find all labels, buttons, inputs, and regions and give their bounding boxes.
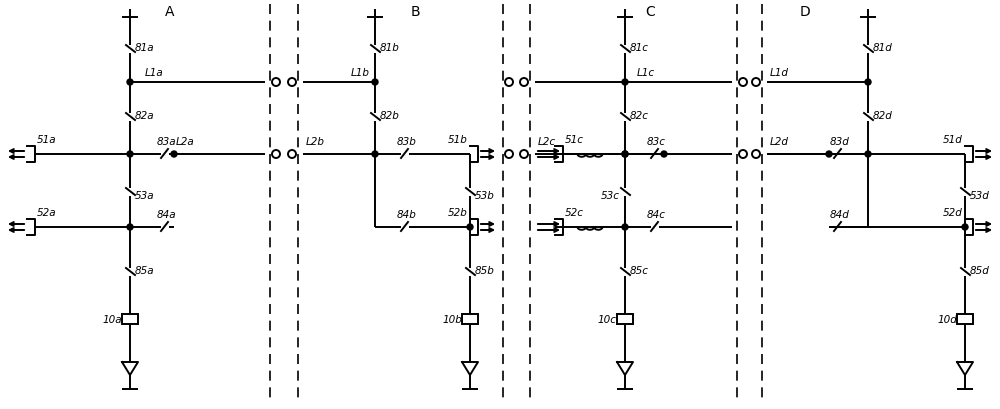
Text: 82d: 82d: [873, 111, 893, 121]
Text: L2b: L2b: [306, 137, 325, 147]
Text: 85a: 85a: [135, 265, 155, 275]
Circle shape: [962, 225, 968, 230]
Text: L1c: L1c: [637, 68, 655, 78]
Bar: [122, 314, 138, 324]
Circle shape: [752, 79, 760, 87]
Text: 53d: 53d: [970, 191, 990, 200]
Text: L1d: L1d: [770, 68, 789, 78]
Circle shape: [505, 79, 513, 87]
Text: 83b: 83b: [397, 137, 417, 147]
Text: 85c: 85c: [630, 265, 649, 275]
Text: C: C: [645, 5, 655, 19]
Circle shape: [739, 79, 747, 87]
Circle shape: [661, 152, 667, 157]
Text: 84a: 84a: [157, 209, 177, 220]
Text: 53b: 53b: [475, 191, 495, 200]
Bar: [617, 314, 633, 324]
Text: A: A: [165, 5, 175, 19]
Text: L2d: L2d: [770, 137, 789, 147]
Text: 51d: 51d: [943, 135, 963, 145]
Text: 52b: 52b: [448, 207, 468, 218]
Text: 52d: 52d: [943, 207, 963, 218]
Text: L2c: L2c: [538, 137, 556, 147]
Text: 83c: 83c: [647, 137, 666, 147]
Circle shape: [372, 152, 378, 157]
Text: 52c: 52c: [565, 207, 584, 218]
Text: L2a: L2a: [176, 137, 195, 147]
Text: 10a: 10a: [102, 314, 122, 324]
Text: 52a: 52a: [37, 207, 57, 218]
Text: 81a: 81a: [135, 43, 155, 53]
Bar: [462, 314, 478, 324]
Circle shape: [505, 151, 513, 159]
Text: 10c: 10c: [598, 314, 617, 324]
Text: 83d: 83d: [830, 137, 850, 147]
Text: L1a: L1a: [145, 68, 164, 78]
Text: L1b: L1b: [351, 68, 370, 78]
Circle shape: [127, 80, 133, 86]
Text: 81d: 81d: [873, 43, 893, 53]
Text: B: B: [410, 5, 420, 19]
Text: 82b: 82b: [380, 111, 400, 121]
Text: 51a: 51a: [37, 135, 57, 145]
Text: 81c: 81c: [630, 43, 649, 53]
Text: 53c: 53c: [601, 191, 620, 200]
Circle shape: [520, 79, 528, 87]
Text: 84c: 84c: [647, 209, 666, 220]
Circle shape: [826, 152, 832, 157]
Circle shape: [171, 152, 177, 157]
Text: 10b: 10b: [442, 314, 462, 324]
Text: 84d: 84d: [830, 209, 850, 220]
Circle shape: [288, 79, 296, 87]
Circle shape: [467, 225, 473, 230]
Text: 81b: 81b: [380, 43, 400, 53]
Circle shape: [865, 152, 871, 157]
Circle shape: [622, 225, 628, 230]
Text: 51c: 51c: [565, 135, 584, 145]
Circle shape: [288, 151, 296, 159]
Text: 10d: 10d: [937, 314, 957, 324]
Circle shape: [520, 151, 528, 159]
Text: 51b: 51b: [448, 135, 468, 145]
Circle shape: [127, 152, 133, 157]
Text: 82a: 82a: [135, 111, 155, 121]
Text: 85b: 85b: [475, 265, 495, 275]
Circle shape: [272, 79, 280, 87]
Text: 84b: 84b: [397, 209, 417, 220]
Circle shape: [622, 80, 628, 86]
Text: 82c: 82c: [630, 111, 649, 121]
Text: 53a: 53a: [135, 191, 155, 200]
Bar: [957, 314, 973, 324]
Circle shape: [622, 152, 628, 157]
Text: 85d: 85d: [970, 265, 990, 275]
Circle shape: [372, 80, 378, 86]
Circle shape: [739, 151, 747, 159]
Circle shape: [127, 225, 133, 230]
Text: 83a: 83a: [157, 137, 177, 147]
Circle shape: [622, 152, 628, 157]
Circle shape: [752, 151, 760, 159]
Circle shape: [272, 151, 280, 159]
Circle shape: [865, 80, 871, 86]
Text: D: D: [800, 5, 810, 19]
